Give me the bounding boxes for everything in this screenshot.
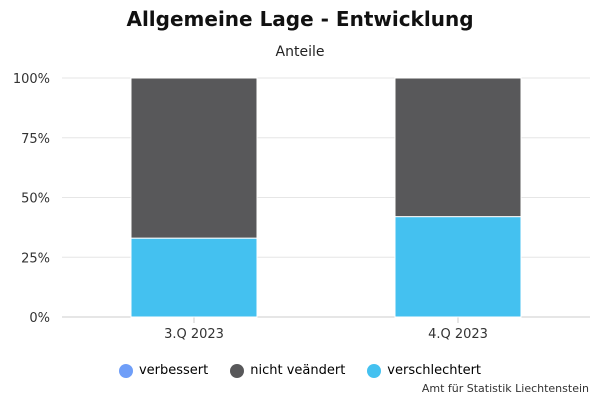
legend-item[interactable]: verschlechtert (367, 363, 481, 378)
y-tick-label: 50% (21, 192, 50, 207)
legend: verbessert nicht veändert verschlechtert (0, 363, 600, 378)
legend-label: nicht veändert (250, 363, 346, 378)
legend-item[interactable]: verbessert (118, 363, 209, 378)
y-tick-label: 25% (21, 251, 50, 266)
y-tick-label: 75% (21, 132, 50, 147)
legend-item[interactable]: nicht veändert (230, 363, 345, 378)
bar-segment (394, 216, 522, 318)
legend-label: verschlechtert (387, 363, 482, 378)
y-tick-label: 0% (29, 311, 50, 326)
legend-swatch (367, 363, 382, 378)
bar-segment (130, 77, 258, 239)
legend-swatch (230, 363, 245, 378)
x-tick-label: 3.Q 2023 (164, 327, 224, 342)
y-tick-label: 100% (13, 72, 50, 87)
bar-segment (130, 237, 258, 318)
x-tick-label: 4.Q 2023 (428, 327, 488, 342)
bar-segment (394, 77, 522, 218)
legend-swatch (118, 363, 133, 378)
chart-title: Allgemeine Lage - Entwicklung (126, 7, 474, 31)
source-credit: Amt für Statistik Liechtenstein (421, 382, 589, 395)
chart-subtitle: Anteile (275, 44, 325, 60)
legend-label: verbessert (138, 363, 209, 378)
